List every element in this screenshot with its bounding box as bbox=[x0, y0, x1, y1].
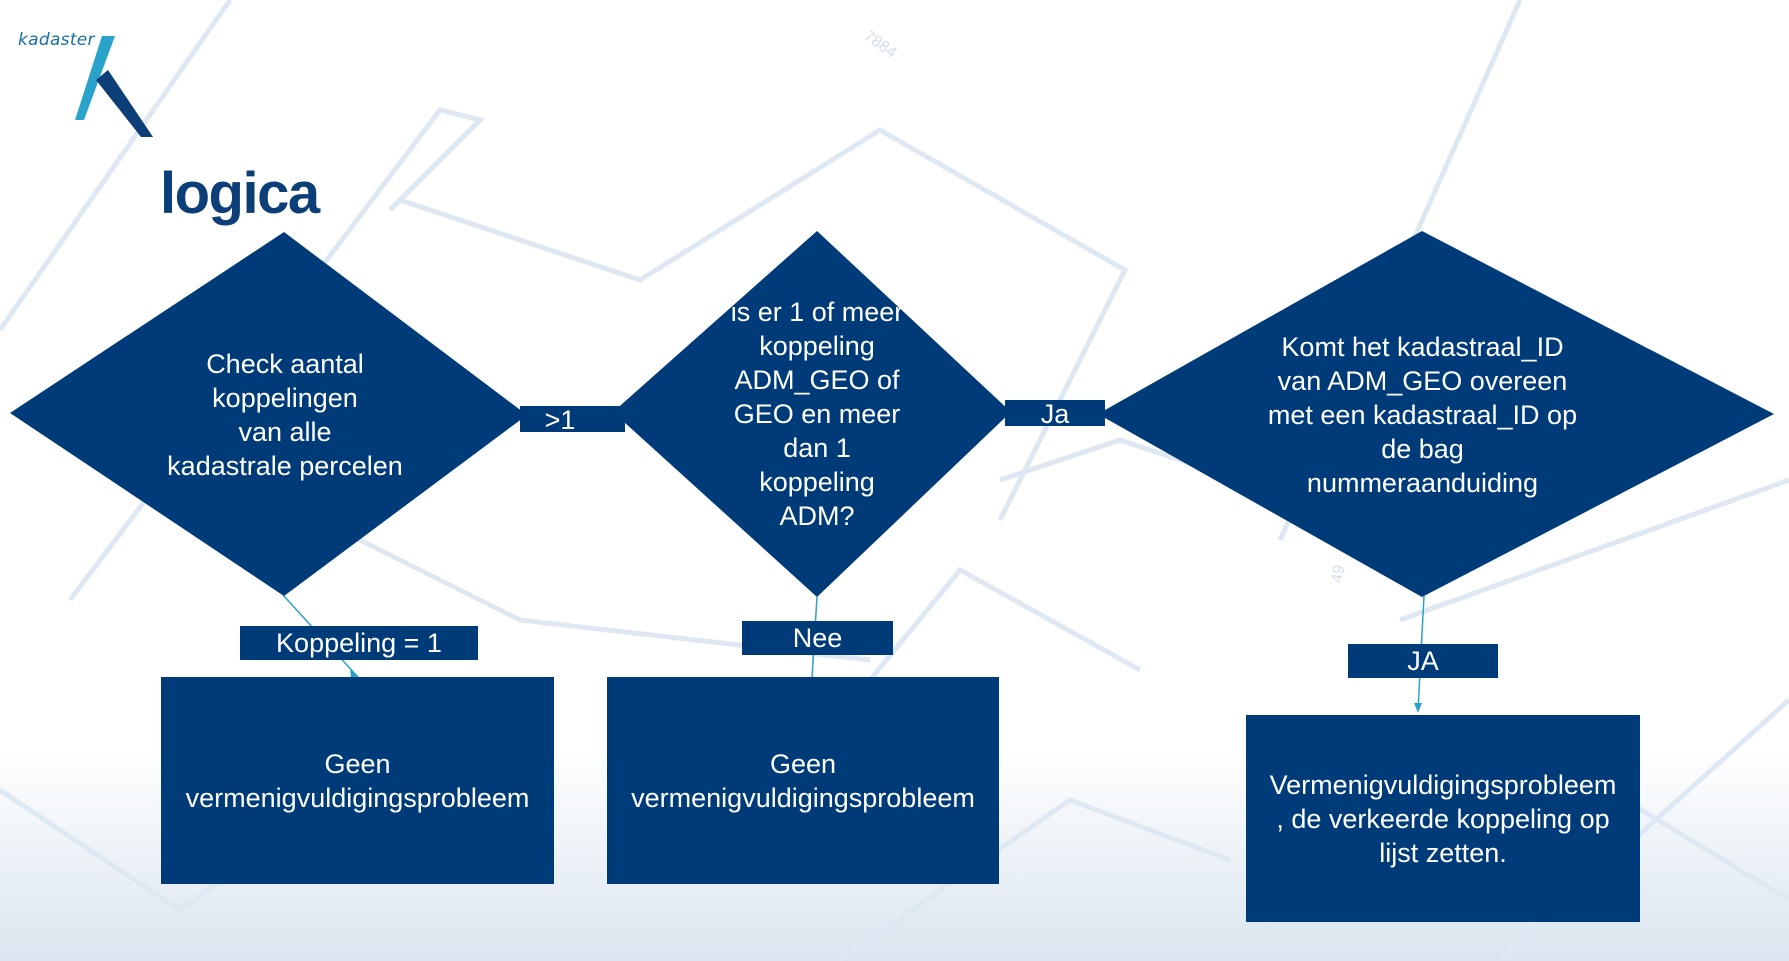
outcome-3-box: Vermenigvuldigingsprobleem , de verkeerd… bbox=[1246, 715, 1640, 922]
text-line: dan 1 bbox=[783, 433, 851, 463]
logo-mark-icon bbox=[75, 36, 153, 137]
text-line: van alle bbox=[238, 417, 332, 447]
text-line: is er 1 of meer bbox=[730, 297, 904, 327]
text-line: , de verkeerde koppeling op bbox=[1276, 803, 1610, 834]
text-line: Vermenigvuldigingsprobleem bbox=[1269, 769, 1617, 800]
text-line: de bag bbox=[1381, 434, 1464, 464]
decision-2-shape bbox=[613, 231, 1011, 597]
decision-1-shape bbox=[10, 232, 527, 596]
edge-label-ja: Ja bbox=[1040, 398, 1070, 429]
decision-2-text: is er 1 of meer koppeling ADM_GEO of GEO… bbox=[697, 292, 937, 536]
text-line: vermenigvuldigingsprobleem bbox=[185, 782, 530, 813]
text-line: kadastrale percelen bbox=[167, 451, 403, 481]
text-line: Check aantal bbox=[206, 349, 364, 379]
decision-3-shape bbox=[1098, 231, 1774, 597]
arrow-head-icon bbox=[1414, 703, 1422, 713]
outcome-2-box: Geen vermenigvuldigingsprobleem bbox=[607, 677, 999, 884]
edge-label-gt1: >1 bbox=[544, 404, 576, 435]
text-line: Geen bbox=[324, 748, 391, 779]
logo-text: kadaster bbox=[18, 30, 95, 50]
outcome-1-box: Geen vermenigvuldigingsprobleem bbox=[161, 677, 554, 884]
text-line: nummeraanduiding bbox=[1306, 468, 1539, 498]
edge-label-ja-caps: JA bbox=[1348, 644, 1498, 678]
edge-label-koppeling: Koppeling = 1 bbox=[240, 626, 478, 660]
text-line: ADM_GEO of bbox=[734, 365, 900, 395]
decision-1-text: Check aantal koppelingen van alle kadast… bbox=[130, 340, 440, 490]
text-line: lijst zetten. bbox=[1379, 837, 1507, 868]
text-line: met een kadastraal_ID op bbox=[1267, 400, 1578, 430]
text-line: ADM? bbox=[779, 501, 855, 531]
decision-3-text: Komt het kadastraal_ID van ADM_GEO overe… bbox=[1235, 325, 1610, 505]
kadaster-logo: kadaster bbox=[18, 30, 168, 145]
edge-label-nee: Nee bbox=[742, 621, 893, 655]
arrow-head-icon bbox=[350, 668, 360, 679]
text-line: koppeling bbox=[759, 467, 875, 497]
text-line: GEO en meer bbox=[733, 399, 901, 429]
text-line: van ADM_GEO overeen bbox=[1277, 366, 1568, 396]
text-line: vermenigvuldigingsprobleem bbox=[631, 782, 975, 813]
text-line: Geen bbox=[769, 748, 837, 779]
text-line: Komt het kadastraal_ID bbox=[1281, 332, 1564, 362]
text-line: koppelingen bbox=[212, 383, 358, 413]
page-title: logica bbox=[160, 161, 320, 226]
text-line: koppeling bbox=[759, 331, 875, 361]
